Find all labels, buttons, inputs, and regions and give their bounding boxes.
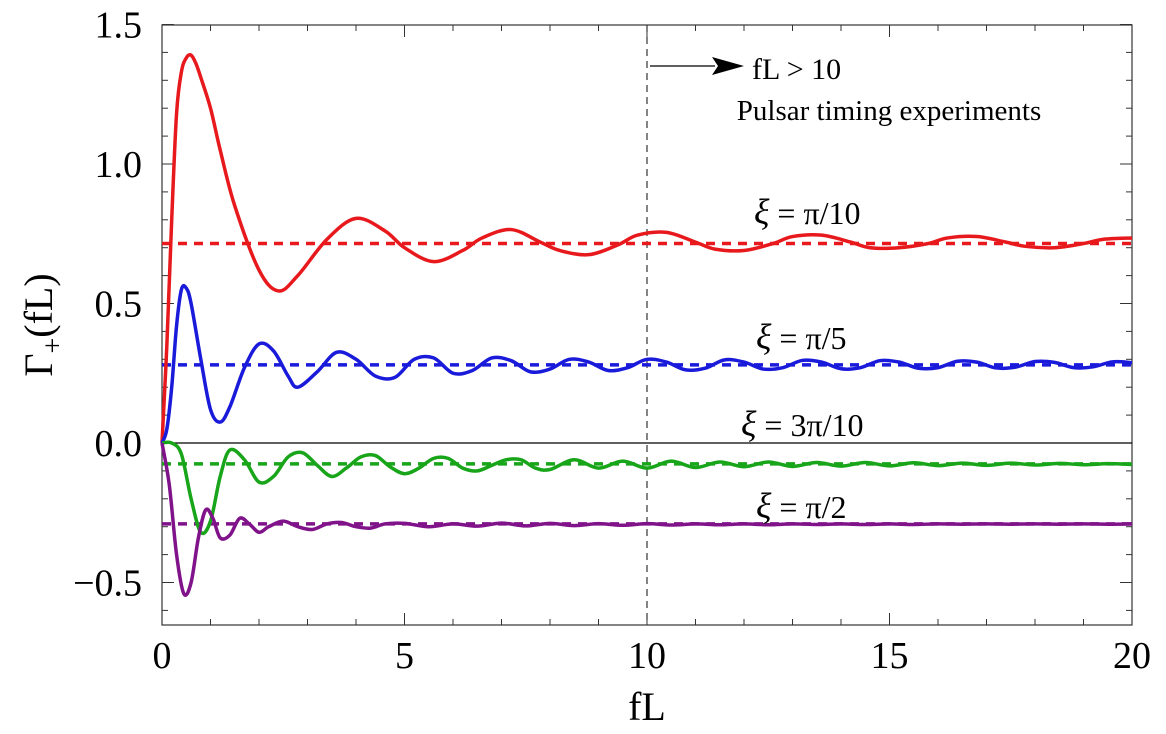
y-axis-label-main: Γ <box>16 354 61 377</box>
y-tick-label: 1.5 <box>95 5 143 47</box>
series-label-pi5: ξ = π/5 <box>756 317 847 357</box>
y-axis-label-sub: + <box>38 338 69 354</box>
x-tick-label: 20 <box>1113 635 1151 677</box>
series-line <box>160 442 1133 597</box>
y-tick-label: 0.5 <box>95 284 143 326</box>
x-tick-labels: 0 5 10 15 20 <box>153 635 1152 677</box>
y-tick-label: 0.0 <box>95 423 143 465</box>
series-curves <box>160 53 1133 597</box>
y-tick-label: −0.5 <box>73 563 142 605</box>
x-tick-label: 5 <box>395 635 414 677</box>
series-line <box>160 283 1133 444</box>
series-label-pi2: ξ = π/2 <box>756 486 847 526</box>
y-tick-labels: 1.5 1.0 0.5 0.0 −0.5 <box>73 5 142 605</box>
y-axis-label-rest: (fL) <box>16 273 61 337</box>
x-tick-label: 10 <box>628 635 666 677</box>
series-label-3pi10: ξ = 3π/10 <box>741 404 864 444</box>
series-line <box>160 53 1133 444</box>
x-tick-label: 0 <box>153 635 172 677</box>
x-tick-label: 15 <box>871 635 909 677</box>
y-axis-label: Γ+(fL) <box>16 273 69 376</box>
series-line <box>161 440 1133 536</box>
y-tick-label: 1.0 <box>95 144 143 186</box>
annotation-arrow <box>650 57 744 75</box>
x-axis-label: fL <box>628 684 666 729</box>
series-label-pi10: ξ = π/10 <box>754 192 861 232</box>
annotation-text: fL > 10 <box>752 53 841 86</box>
annotation-subtext: Pulsar timing experiments <box>737 95 1041 127</box>
